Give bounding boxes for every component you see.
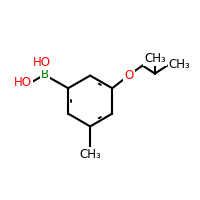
Text: HO: HO (14, 76, 32, 89)
Text: CH₃: CH₃ (79, 148, 101, 161)
Text: B: B (41, 68, 49, 81)
Text: CH₃: CH₃ (169, 58, 190, 71)
Text: O: O (124, 69, 134, 82)
Text: HO: HO (33, 56, 51, 69)
Text: CH₃: CH₃ (144, 52, 166, 65)
